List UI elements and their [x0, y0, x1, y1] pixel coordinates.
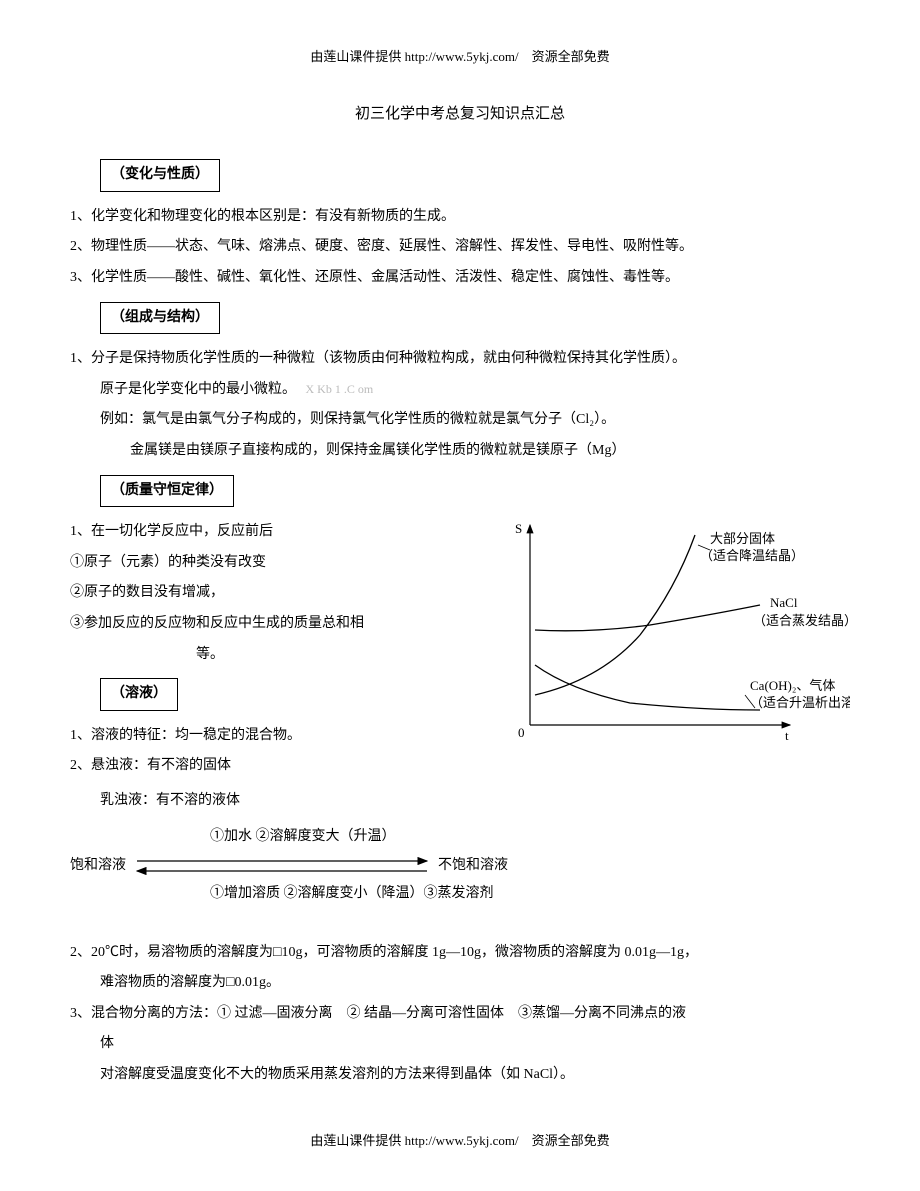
s4-p1: 1、溶液的特征：均一稳定的混合物。 — [70, 723, 500, 750]
equilibrium-arrows: ①加水 ②溶解度变大（升温） 饱和溶液 不饱和溶液 ①增加溶质 ②溶解度变小（降… — [70, 824, 850, 907]
curve2-label1: NaCl — [770, 595, 798, 610]
chart-svg: S t 0 大部分固体 （适合降温结晶） NaCl （适合蒸发结晶） Ca(OH… — [500, 515, 850, 755]
s3-p3: ②原子的数目没有增减， — [70, 580, 500, 607]
p7: 对溶解度受温度变化不大的物质采用蒸发溶剂的方法来得到晶体（如 NaCl）。 — [70, 1062, 850, 1089]
page-footer: 由莲山课件提供 http://www.5ykj.com/ 资源全部免费 — [70, 1129, 850, 1154]
section-label-2: （组成与结构） — [100, 302, 220, 335]
double-arrow-icon — [132, 851, 432, 881]
solubility-chart: S t 0 大部分固体 （适合降温结晶） NaCl （适合蒸发结晶） Ca(OH… — [500, 515, 850, 755]
page-title: 初三化学中考总复习知识点汇总 — [70, 100, 850, 129]
curve1-label2: （适合降温结晶） — [700, 548, 804, 563]
s4-p2: 2、悬浊液：有不溶的固体 — [70, 753, 500, 780]
p6b: 体 — [70, 1031, 850, 1058]
s3-p2: ①原子（元素）的种类没有改变 — [70, 550, 500, 577]
arrow-bottom-label: ①增加溶质 ②溶解度变小（降温）③蒸发溶剂 — [70, 881, 850, 908]
s1-p3: 3、化学性质——酸性、碱性、氧化性、还原性、金属活动性、活泼性、稳定性、腐蚀性、… — [70, 265, 850, 292]
s3-p5: 等。 — [70, 642, 350, 669]
s3-p4: ③参加反应的反应物和反应中生成的质量总和相 — [70, 611, 500, 638]
section-label-4: （溶液） — [100, 678, 178, 711]
arrow-right-label: 不饱和溶液 — [438, 853, 508, 880]
origin-label: 0 — [518, 725, 525, 740]
arrow-top-label: ①加水 ②溶解度变大（升温） — [70, 824, 850, 851]
arrow-left-label: 饱和溶液 — [70, 853, 126, 880]
s2-p4: 金属镁是由镁原子直接构成的，则保持金属镁化学性质的微粒就是镁原子（Mg） — [70, 438, 850, 465]
s1-p1: 1、化学变化和物理变化的根本区别是：有没有新物质的生成。 — [70, 204, 850, 231]
curve3-label2: （适合升温析出溶质） — [750, 695, 850, 710]
s1-p2: 2、物理性质——状态、气味、熔沸点、硬度、密度、延展性、溶解性、挥发性、导电性、… — [70, 234, 850, 261]
s2-p2-text: 原子是化学变化中的最小微粒。 — [100, 382, 296, 397]
s2-p1: 1、分子是保持物质化学性质的一种微粒（该物质由何种微粒构成，就由何种微粒保持其化… — [70, 346, 850, 373]
left-text-column: 1、在一切化学反应中，反应前后 ①原子（元素）的种类没有改变 ②原子的数目没有增… — [70, 515, 500, 784]
section-label-1: （变化与性质） — [100, 159, 220, 192]
y-axis-label: S — [515, 521, 522, 536]
s2-p2: 原子是化学变化中的最小微粒。 X Kb 1 .C om — [70, 377, 850, 404]
content-with-chart: 1、在一切化学反应中，反应前后 ①原子（元素）的种类没有改变 ②原子的数目没有增… — [70, 515, 850, 784]
curve2-label2: （适合蒸发结晶） — [753, 613, 850, 628]
p5b: 难溶物质的溶解度为□0.01g。 — [70, 970, 850, 997]
section-label-3: （质量守恒定律） — [100, 475, 234, 508]
s3-p1: 1、在一切化学反应中，反应前后 — [70, 519, 500, 546]
curve1-label1: 大部分固体 — [710, 531, 775, 546]
p5: 2、20℃时，易溶物质的溶解度为□10g，可溶物质的溶解度 1g—10g，微溶物… — [70, 940, 850, 967]
watermark-text: X Kb 1 .C om — [306, 382, 374, 396]
curve3-label1: Ca(OH)₂、气体 — [750, 678, 835, 693]
page-header: 由莲山课件提供 http://www.5ykj.com/ 资源全部免费 — [70, 45, 850, 70]
p6: 3、混合物分离的方法：① 过滤—固液分离 ② 结晶—分离可溶性固体 ③蒸馏—分离… — [70, 1001, 850, 1028]
x-axis-label: t — [785, 728, 789, 743]
s4-p3: 乳浊液：有不溶的液体 — [70, 788, 850, 815]
s2-p3: 例如：氯气是由氯气分子构成的，则保持氯气化学性质的微粒就是氯气分子（Cl₂）。 — [70, 407, 850, 434]
